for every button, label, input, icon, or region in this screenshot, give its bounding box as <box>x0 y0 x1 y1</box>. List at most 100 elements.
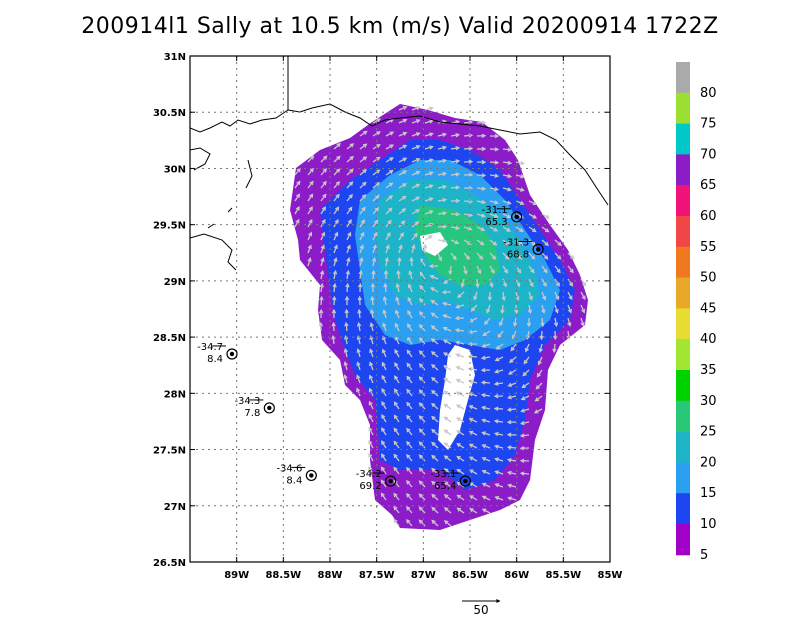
wind-vector <box>407 310 413 319</box>
wind-vector-head <box>442 184 448 190</box>
wind-vector-head <box>468 392 473 397</box>
wind-vector-head <box>295 206 300 211</box>
wind-vector-head <box>480 227 486 232</box>
wind-vector-head <box>442 238 448 243</box>
wind-vector-head <box>336 168 341 173</box>
station-s7: -33.165.4 <box>430 469 471 492</box>
wind-vector-head <box>321 206 326 211</box>
wind-vector-head <box>507 382 513 387</box>
wind-vector <box>431 325 439 332</box>
wind-vector <box>514 317 517 326</box>
wind-vector-head <box>331 308 337 314</box>
wind-vector <box>419 324 426 332</box>
wind-vector <box>398 232 404 241</box>
wind-vector <box>307 181 314 189</box>
wind-vector-head <box>344 295 350 301</box>
station-value-bottom: 8.4 <box>286 475 302 486</box>
colorbar-label: 45 <box>700 301 717 316</box>
wind-vector-head <box>442 171 448 177</box>
wind-vector <box>567 317 571 326</box>
wind-vector-head <box>428 222 434 228</box>
wind-vector-head <box>402 183 407 188</box>
wind-vector <box>430 275 439 280</box>
wind-vector-head <box>376 131 381 136</box>
wind-vector-head <box>535 385 540 390</box>
wind-vector <box>469 317 478 323</box>
wind-vector <box>372 232 378 241</box>
wind-vector-head <box>356 387 361 393</box>
wind-vector <box>508 395 517 399</box>
wind-vector-head <box>554 309 559 314</box>
wind-vector <box>424 133 433 137</box>
wind-vector <box>346 207 353 215</box>
wind-vector <box>406 519 413 527</box>
wind-vector <box>333 194 340 202</box>
wind-vector <box>381 401 387 410</box>
wind-vector <box>346 194 353 202</box>
wind-vector <box>461 278 465 287</box>
swath-hole-center <box>438 345 475 450</box>
wind-vector <box>359 270 362 280</box>
wind-vector <box>357 349 361 358</box>
wind-vector <box>444 403 452 410</box>
station-value-bottom: 68.8 <box>507 249 529 260</box>
wind-vector <box>444 429 452 436</box>
wind-vector-head <box>468 226 473 231</box>
wind-vector-head <box>467 354 473 359</box>
colorbar-swatch <box>676 246 690 279</box>
wind-vector-head <box>581 295 586 301</box>
colorbar-swatch <box>676 277 690 309</box>
wind-vector-head <box>507 147 513 152</box>
wind-vector <box>320 194 327 202</box>
wind-vector-head <box>362 156 368 161</box>
station-ring <box>263 402 275 414</box>
wind-vector-head <box>368 413 373 419</box>
wind-vector <box>482 330 491 336</box>
wind-vector <box>408 284 413 293</box>
wind-vector <box>494 420 504 423</box>
wind-vector-head <box>530 255 536 260</box>
colorbar-swatch <box>676 400 690 433</box>
wind-vector-head <box>309 180 314 186</box>
wind-vector-head <box>419 310 424 316</box>
wind-vector <box>431 455 439 462</box>
wind-vector-head <box>380 492 385 497</box>
wind-vector <box>520 472 530 475</box>
wind-vector <box>424 235 433 241</box>
wind-vector-head <box>402 144 408 149</box>
wind-vector <box>495 432 504 436</box>
colorbar-label: 15 <box>700 486 717 501</box>
wind-vector-head <box>455 378 461 383</box>
wind-vector-head <box>369 322 374 327</box>
wind-vector <box>450 173 460 176</box>
wind-vector-head <box>358 269 363 275</box>
wind-vector <box>437 225 447 228</box>
longitude-labels: 89W 88.5W 88W 87.5W 87W 86.5W 86W 85.5W 85W <box>224 56 622 581</box>
wind-vector <box>419 337 426 345</box>
wind-vector-head <box>308 231 313 237</box>
wind-vector <box>393 467 400 475</box>
wind-vector-head <box>382 309 387 314</box>
wind-vector <box>534 408 543 414</box>
wind-vector <box>443 314 452 319</box>
wind-vector-head <box>481 431 486 436</box>
wind-vector <box>381 414 387 423</box>
wind-vector-head <box>532 201 538 206</box>
wind-vector-head <box>369 348 374 354</box>
wind-vector <box>450 147 460 150</box>
wind-vector <box>463 213 472 217</box>
wind-vector-head <box>507 483 512 488</box>
wind-vector <box>332 335 335 345</box>
wind-vector-head <box>320 244 325 250</box>
wind-vector <box>502 161 512 164</box>
wind-vector-head <box>504 255 510 260</box>
wind-vector <box>515 161 524 165</box>
wind-vector <box>507 446 517 449</box>
wind-vector-head <box>454 240 460 245</box>
wind-vector-head <box>331 334 336 340</box>
wind-vector <box>450 134 459 137</box>
wind-vector <box>443 378 452 384</box>
wind-vector-head <box>429 145 434 150</box>
wind-vector-head <box>393 401 398 406</box>
wind-vector-head <box>455 172 461 177</box>
